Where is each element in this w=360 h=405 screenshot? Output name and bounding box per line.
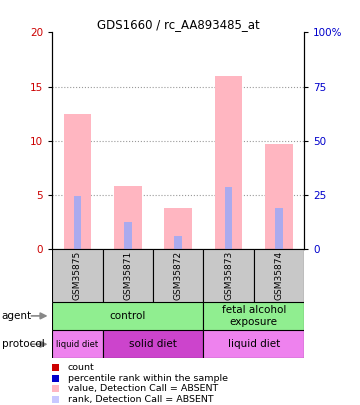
Bar	[203, 330, 304, 358]
Bar	[153, 249, 203, 302]
Text: value, Detection Call = ABSENT: value, Detection Call = ABSENT	[68, 384, 218, 393]
Text: protocol: protocol	[2, 339, 45, 349]
Bar	[103, 330, 203, 358]
Text: agent: agent	[2, 311, 32, 321]
Bar	[275, 208, 283, 249]
Text: percentile rank within the sample: percentile rank within the sample	[68, 374, 228, 383]
Bar	[203, 302, 304, 330]
Bar	[225, 188, 233, 249]
Bar	[74, 196, 81, 249]
Text: liquid diet: liquid diet	[228, 339, 280, 349]
Text: GSM35875: GSM35875	[73, 251, 82, 300]
Bar	[114, 186, 142, 249]
Bar	[52, 330, 103, 358]
Text: GSM35873: GSM35873	[224, 251, 233, 300]
Bar	[165, 208, 192, 249]
Bar	[203, 249, 254, 302]
Text: GSM35871: GSM35871	[123, 251, 132, 300]
Bar	[215, 76, 243, 249]
Bar	[175, 236, 182, 249]
Bar	[64, 114, 91, 249]
Bar	[265, 144, 293, 249]
Text: GSM35874: GSM35874	[275, 251, 284, 300]
Text: liquid diet: liquid diet	[56, 340, 99, 349]
Bar	[52, 302, 203, 330]
Text: fetal alcohol
exposure: fetal alcohol exposure	[222, 305, 286, 327]
Text: solid diet: solid diet	[129, 339, 177, 349]
Bar	[124, 222, 132, 249]
Text: GSM35872: GSM35872	[174, 251, 183, 300]
Bar	[103, 249, 153, 302]
Text: control: control	[109, 311, 146, 321]
Text: rank, Detection Call = ABSENT: rank, Detection Call = ABSENT	[68, 395, 213, 404]
Title: GDS1660 / rc_AA893485_at: GDS1660 / rc_AA893485_at	[97, 18, 260, 31]
Bar	[254, 249, 304, 302]
Bar	[52, 249, 103, 302]
Text: count: count	[68, 363, 94, 372]
